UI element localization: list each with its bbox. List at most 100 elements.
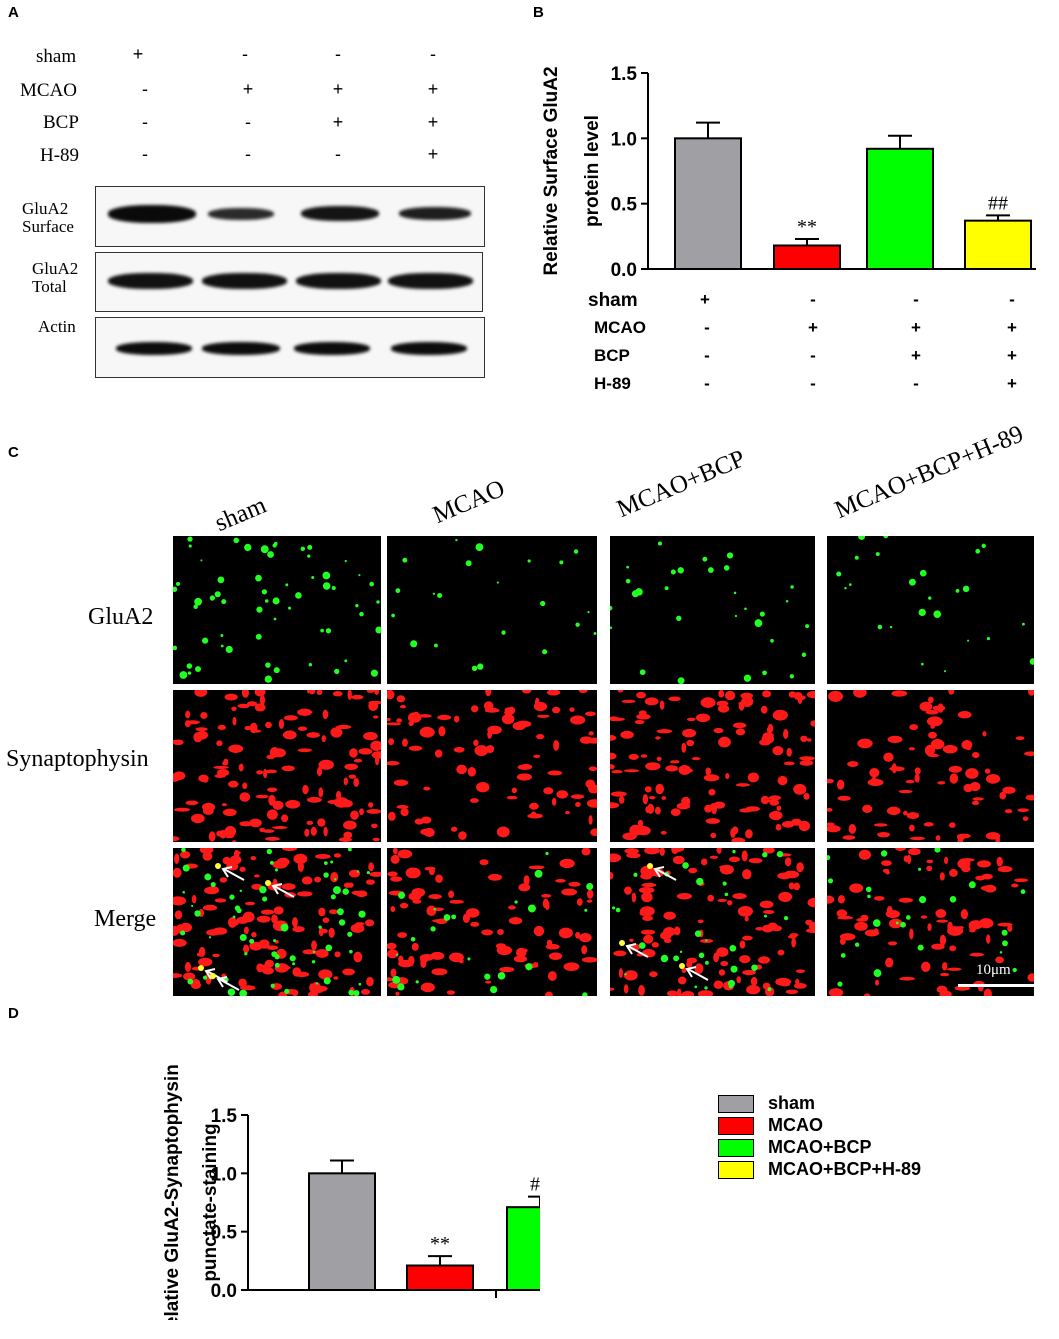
green-punctum (883, 536, 889, 539)
red-punctum (909, 724, 919, 731)
red-punctum (483, 701, 494, 711)
red-punctum (321, 735, 326, 743)
green-punctum (626, 565, 630, 569)
red-punctum (575, 802, 581, 807)
red-punctum (333, 797, 349, 808)
red-punctum (613, 950, 627, 957)
green-punctum (182, 864, 190, 872)
red-punctum (208, 831, 216, 842)
red-punctum (426, 905, 437, 917)
red-punctum (281, 814, 289, 823)
red-punctum (533, 925, 545, 937)
red-punctum (791, 937, 796, 948)
red-punctum (944, 856, 949, 865)
sign: + (332, 112, 344, 132)
blot-band (301, 206, 379, 221)
green-punctum (836, 571, 842, 577)
red-punctum (713, 952, 719, 963)
microscopy-image (827, 690, 1034, 842)
red-punctum (504, 707, 514, 713)
red-punctum (914, 767, 921, 775)
red-punctum (348, 774, 357, 779)
red-punctum (306, 820, 314, 825)
arrow-head (625, 943, 637, 955)
red-punctum (654, 806, 661, 815)
bar (308, 1172, 376, 1291)
red-punctum (587, 784, 597, 791)
red-punctum (862, 804, 873, 813)
green-punctum (534, 869, 543, 878)
red-punctum (281, 883, 296, 891)
red-punctum (827, 807, 833, 812)
red-punctum (558, 927, 573, 939)
green-punctum (273, 939, 277, 943)
western-blot-surface (95, 186, 485, 247)
sign: + (700, 290, 710, 309)
red-punctum (249, 818, 262, 828)
red-punctum (785, 989, 799, 995)
red-punctum (254, 690, 266, 697)
red-punctum (448, 890, 455, 899)
red-punctum (396, 804, 409, 809)
red-punctum (769, 810, 783, 821)
microscopy-image (173, 690, 381, 842)
red-punctum (623, 984, 629, 994)
green-punctum (865, 886, 872, 893)
red-punctum (469, 798, 479, 803)
red-punctum (390, 968, 397, 978)
green-punctum (676, 615, 682, 622)
green-punctum (880, 850, 888, 857)
red-punctum (930, 739, 945, 750)
sign: - (335, 144, 341, 164)
red-punctum (905, 779, 915, 784)
green-punctum (433, 643, 438, 648)
red-punctum (244, 725, 252, 731)
sign: - (704, 346, 710, 365)
red-punctum (995, 956, 1004, 964)
red-punctum (453, 715, 460, 723)
red-punctum (971, 800, 980, 806)
red-punctum (626, 852, 641, 859)
red-punctum (725, 773, 730, 780)
red-punctum (540, 894, 552, 898)
green-punctum (181, 848, 186, 853)
red-punctum (387, 690, 395, 700)
blot-band (208, 208, 274, 220)
red-punctum (254, 874, 260, 878)
red-punctum (887, 941, 898, 946)
green-punctum (639, 669, 646, 676)
red-punctum (434, 749, 443, 758)
red-punctum (581, 848, 591, 856)
green-punctum (359, 611, 364, 617)
sign: - (142, 112, 148, 132)
legend-swatch (718, 1160, 754, 1179)
bar (964, 219, 1032, 271)
green-punctum (398, 891, 406, 899)
red-punctum (293, 853, 308, 865)
red-punctum (207, 886, 219, 894)
red-punctum (873, 896, 885, 901)
panel-d-letter: D (8, 1005, 19, 1022)
red-punctum (667, 990, 678, 996)
legend-item-mcao-bcp: MCAO+BCP (718, 1137, 872, 1158)
red-punctum (309, 985, 325, 994)
green-punctum (187, 978, 194, 985)
red-punctum (222, 761, 227, 766)
red-punctum (355, 922, 365, 926)
red-punctum (350, 923, 365, 933)
red-punctum (369, 871, 381, 877)
red-punctum (449, 899, 464, 904)
red-punctum (939, 990, 952, 996)
red-punctum (272, 826, 288, 830)
green-punctum (497, 972, 506, 980)
green-punctum (729, 944, 737, 952)
red-punctum (783, 728, 789, 740)
red-punctum (226, 862, 239, 871)
microscopy-image (610, 848, 815, 996)
red-punctum (411, 942, 419, 951)
green-punctum (391, 613, 395, 618)
red-punctum (708, 788, 716, 796)
sign: - (242, 44, 248, 64)
green-punctum (732, 849, 736, 854)
red-punctum (624, 886, 632, 895)
